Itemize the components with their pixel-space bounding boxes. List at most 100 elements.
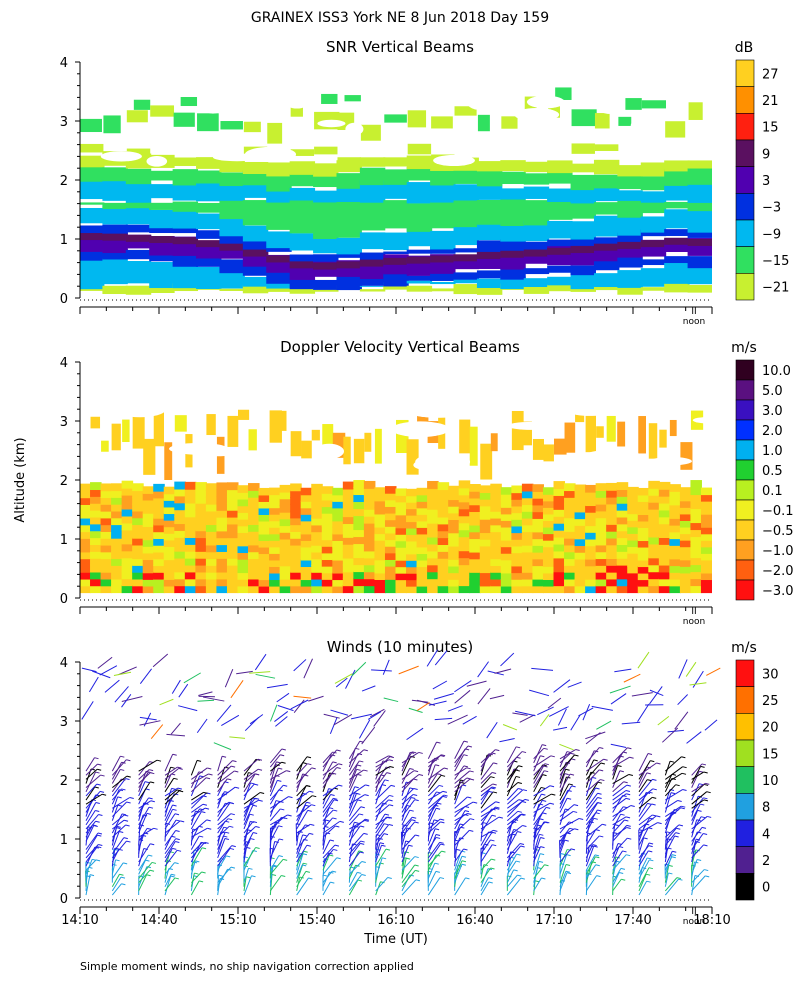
wind-barb-flag: [363, 749, 368, 752]
x-tick-label: 16:10: [377, 913, 414, 928]
wind-barb: [638, 859, 650, 879]
wind-barb-flag: [647, 753, 653, 755]
wind-barb-flag: [490, 776, 495, 779]
wind-barb: [190, 871, 202, 884]
wind-barb: [447, 705, 463, 712]
wind-barb: [664, 784, 677, 797]
snr-cell: [640, 202, 667, 214]
doppler-cell: [195, 488, 207, 497]
wind-barb-flag: [681, 805, 686, 808]
doppler-cell: [395, 585, 408, 594]
wind-barb-flag: [542, 774, 547, 777]
snr-cell: [664, 201, 690, 209]
colorbar-swatch: [735, 459, 755, 481]
doppler-cell: [490, 558, 502, 566]
doppler-cell: [637, 533, 650, 542]
doppler-cell: [511, 485, 523, 494]
wind-barb: [454, 826, 461, 842]
wind-barb: [559, 804, 575, 817]
wind-barb: [335, 677, 348, 688]
wind-barb: [104, 679, 120, 693]
doppler-cell: [153, 585, 165, 594]
snr-cell: [453, 284, 479, 295]
doppler-cell: [384, 539, 397, 547]
snr-cell: [547, 284, 573, 292]
doppler-upper-cell: [490, 433, 498, 452]
snr-cell: [687, 209, 712, 233]
wind-barb: [322, 761, 334, 780]
wind-barb: [111, 826, 118, 842]
snr-cell: [664, 256, 690, 264]
doppler-cell: [374, 572, 386, 580]
wind-barb-flag: [333, 809, 338, 812]
wind-barb: [489, 694, 505, 700]
wind-barb: [178, 683, 189, 698]
wind-barb-flag: [144, 781, 150, 784]
snr-cell: [359, 157, 386, 167]
wind-barb: [164, 862, 175, 875]
doppler-cell: [448, 532, 460, 540]
wind-barb-flag: [145, 859, 150, 862]
doppler-cell: [700, 539, 712, 548]
wind-barb: [480, 877, 489, 892]
doppler-cell: [679, 585, 692, 594]
doppler-cell: [627, 513, 639, 521]
wind-barb-flag: [467, 745, 473, 748]
colorbar-label: 0.5: [762, 464, 783, 479]
doppler-gap: [404, 403, 472, 418]
doppler-cell: [300, 579, 313, 587]
wind-barb: [480, 864, 485, 879]
wind-barb: [348, 769, 358, 788]
doppler-cell: [374, 533, 386, 541]
doppler-cell: [448, 552, 460, 560]
wind-barb: [348, 774, 358, 793]
doppler-cell: [374, 487, 386, 495]
wind-barb-flag: [248, 867, 253, 870]
doppler-cell: [616, 571, 629, 580]
snr-cell: [687, 168, 712, 185]
doppler-upper-cell: [606, 415, 616, 442]
doppler-cell: [648, 543, 660, 552]
doppler-cell: [332, 507, 344, 515]
snr-cell: [149, 287, 175, 293]
doppler-cell: [374, 585, 386, 594]
snr-cell: [149, 253, 175, 262]
colorbar-swatch: [735, 873, 755, 901]
doppler-cell: [342, 564, 355, 573]
doppler-cell: [448, 538, 460, 547]
wind-barb-flag: [357, 879, 363, 882]
doppler-cell: [174, 536, 186, 545]
wind-barb-flag: [564, 773, 569, 776]
doppler-cell: [437, 578, 450, 587]
wind-barb: [111, 874, 120, 888]
doppler-cell: [448, 492, 460, 501]
doppler-cell: [406, 508, 418, 516]
wind-barb: [375, 804, 390, 817]
doppler-cell: [111, 510, 123, 519]
wind-barb: [533, 853, 541, 875]
wind-barb: [138, 759, 158, 772]
wind-barb: [348, 748, 356, 768]
wind-barb-flag: [519, 843, 525, 846]
doppler-cell: [585, 585, 597, 594]
doppler-cell: [100, 503, 113, 512]
doppler-upper-cell: [311, 429, 320, 441]
doppler-gap: [692, 416, 712, 424]
doppler-cell: [258, 559, 271, 568]
doppler-cell: [332, 566, 344, 574]
wind-barb-flag: [574, 828, 579, 831]
doppler-cell: [606, 530, 618, 539]
snr-core-cell: [406, 256, 433, 264]
snr-cell: [640, 176, 667, 191]
doppler-cell: [521, 510, 534, 519]
wind-barb: [269, 748, 283, 764]
wind-barb-flag: [177, 766, 182, 769]
snr-title: SNR Vertical Beams: [326, 38, 474, 56]
wind-barb-flag: [495, 806, 500, 809]
wind-barb-flag: [308, 877, 313, 880]
doppler-cell: [637, 585, 650, 594]
doppler-cell: [658, 488, 671, 497]
doppler-cell: [500, 519, 513, 528]
wind-barb: [434, 717, 453, 721]
wind-barb-flag: [495, 749, 500, 752]
